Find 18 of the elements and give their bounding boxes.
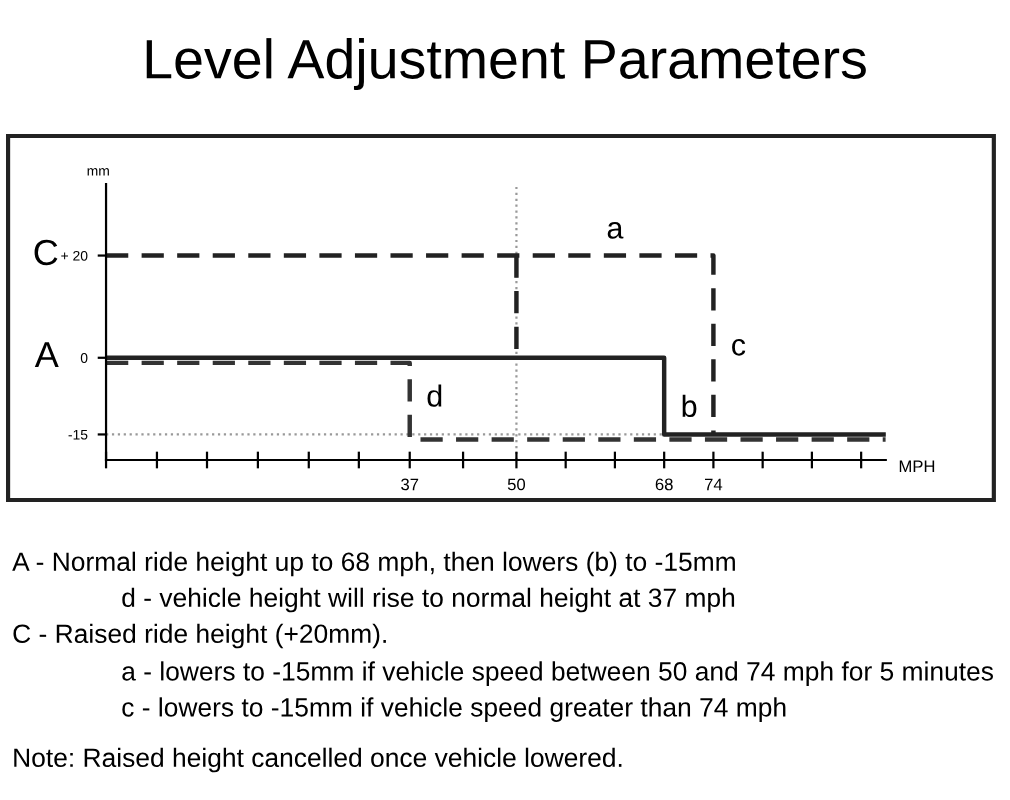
annotation: d [427, 384, 442, 407]
text: d - vehicle height will rise to normal height at 37 mph [122, 587, 735, 613]
series-label: A [34, 342, 59, 368]
text: c - lowers to -15mm if vehicle speed greater than 74 mph [122, 697, 786, 722]
annotation: c [732, 339, 746, 356]
text: C - Raised ride height (+20mm). [13, 623, 386, 649]
x-tick-label: 74 [705, 478, 723, 491]
chart-title: Level Adjustment Parameters [146, 38, 866, 90]
x-tick-label: 68 [655, 478, 673, 491]
series-label: C [34, 239, 58, 266]
annotation: b [682, 394, 697, 418]
x-tick-label: 37 [401, 478, 419, 491]
annotation: a [607, 222, 624, 239]
x-tick-label: 50 [507, 478, 526, 491]
text: a - lowers to -15mm if vehicle speed between 50 and 74 mph for 5 minutes [122, 661, 993, 686]
text: Note: Raised height cancelled once vehicle lowered. [14, 747, 622, 773]
text: A - Normal ride height up to 68 mph, then lowers (b) to -15mm [12, 551, 735, 577]
x-axis-title: MPH [899, 460, 935, 473]
